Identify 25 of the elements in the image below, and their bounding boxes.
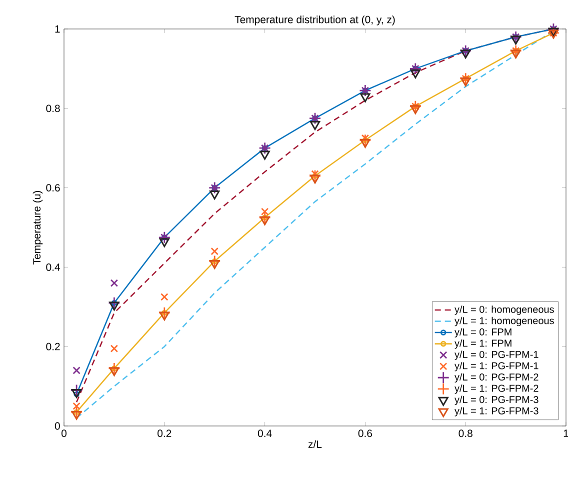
y-axis-title: Temperature (u) <box>32 190 43 264</box>
y-tick-label: 1 <box>55 25 60 33</box>
legend-label: y/L = 1: FPM <box>454 339 512 349</box>
legend-label: y/L = 1: PG-FPM-2 <box>454 384 538 394</box>
legend-label: y/L = 0: PG-FPM-1 <box>454 350 538 360</box>
x-axis-title: z/L <box>308 440 322 448</box>
x-tick-label: 0 <box>62 430 67 438</box>
x-tick-label: 0.8 <box>458 430 472 438</box>
legend-label: y/L = 0: FPM <box>454 328 512 338</box>
x-tick-label: 1 <box>564 430 568 437</box>
legend-label: y/L = 1: PG-FPM-1 <box>454 362 538 372</box>
legend-label: y/L = 1: homogeneous <box>454 316 554 326</box>
y-tick-label: 0 <box>54 422 60 430</box>
x-tick-label: 0.2 <box>158 430 172 438</box>
legend-label: y/L = 0: PG-FPM-3 <box>454 396 538 406</box>
legend-label: y/L = 0: homogeneous <box>454 306 554 315</box>
legend-label: y/L = 0: PG-FPM-2 <box>454 373 538 383</box>
y-tick-label: 0.4 <box>46 263 60 271</box>
y-tick-label: 0.6 <box>46 184 60 192</box>
chart-title: Temperature distribution at (0, y, z) <box>234 16 395 26</box>
x-tick-label: 0.6 <box>358 430 372 438</box>
y-tick-label: 0.2 <box>46 342 60 350</box>
legend-label: y/L = 1: PG-FPM-3 <box>454 407 538 416</box>
y-tick-label: 0.8 <box>46 104 60 112</box>
x-tick-label: 0.4 <box>258 430 272 438</box>
